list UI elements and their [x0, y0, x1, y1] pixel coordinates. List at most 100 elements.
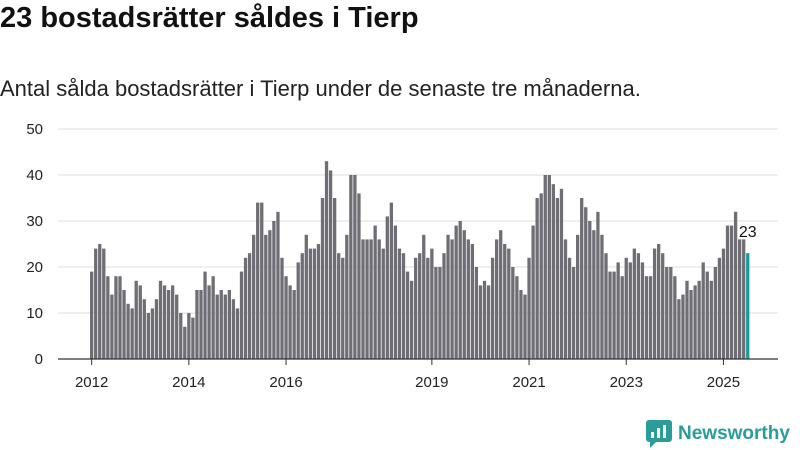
bar: [600, 234, 604, 359]
bar: [567, 257, 572, 359]
bar: [381, 248, 385, 359]
bar: [130, 308, 134, 359]
bar: [503, 244, 507, 359]
bar: [401, 253, 406, 359]
bar: [235, 308, 240, 359]
brand-name: Newsworthy: [678, 423, 790, 444]
x-tick-label: 2023: [610, 374, 643, 391]
bar: [389, 202, 393, 359]
bar: [462, 230, 466, 359]
x-tick-label: 2025: [707, 374, 740, 391]
bar: [507, 248, 511, 359]
bar: [94, 248, 98, 359]
brand-logo: Newsworthy: [646, 420, 790, 448]
bar: [349, 175, 353, 359]
bar: [681, 294, 685, 359]
bar: [312, 248, 317, 359]
bar: [499, 230, 503, 359]
bar: [292, 290, 296, 359]
bar: [369, 239, 373, 359]
bar: [316, 244, 321, 359]
bar: [685, 280, 689, 359]
bar: [551, 184, 555, 359]
x-tick-label: 2014: [172, 374, 205, 391]
bar: [252, 234, 256, 359]
bar: [373, 225, 377, 359]
bar: [644, 276, 649, 359]
bar: [478, 285, 483, 359]
bar: [608, 271, 612, 359]
bar: [596, 211, 600, 359]
bar: [418, 253, 422, 359]
bar: [414, 257, 418, 359]
bar: [442, 253, 446, 359]
bar: [580, 198, 584, 359]
bar: [661, 253, 665, 359]
bar: [162, 285, 167, 359]
bar: [90, 271, 94, 359]
bar: [203, 271, 207, 359]
bar: [689, 290, 693, 359]
bar: [628, 262, 632, 359]
bar: [276, 211, 280, 359]
bar: [227, 290, 231, 359]
bar: [337, 253, 341, 359]
bar: [490, 257, 495, 359]
bar: [652, 248, 657, 359]
bar: [385, 216, 389, 359]
bar: [304, 234, 308, 359]
y-tick-label: 30: [26, 213, 43, 230]
bar: [519, 290, 523, 359]
bar: [648, 276, 653, 359]
y-tick-label: 20: [26, 259, 43, 276]
bar: [535, 198, 539, 359]
bar: [571, 267, 576, 359]
bar: [434, 267, 438, 359]
bar: [746, 253, 750, 359]
bar: [523, 294, 527, 359]
bar: [320, 198, 325, 359]
bar: [264, 234, 268, 359]
bar: [563, 239, 568, 359]
bar: [584, 207, 588, 359]
bar: [284, 276, 288, 359]
bar: [142, 299, 146, 359]
bar: [146, 313, 150, 359]
y-tick-label: 40: [26, 167, 43, 184]
bar: [191, 317, 195, 359]
bar: [729, 225, 734, 359]
bar: [486, 285, 491, 359]
bar: [426, 257, 430, 359]
bar: [717, 257, 722, 359]
bar: [134, 280, 138, 359]
bar: [353, 175, 357, 359]
bar: [260, 202, 264, 359]
bar: [296, 262, 300, 359]
x-tick-label: 2012: [75, 374, 108, 391]
bar: [640, 262, 645, 359]
bar: [576, 234, 580, 359]
x-tick-label: 2021: [512, 374, 545, 391]
bar: [272, 221, 276, 359]
bar: [438, 267, 442, 359]
bar: [183, 326, 187, 359]
bar: [721, 248, 726, 359]
bar: [365, 239, 369, 359]
bar: [207, 285, 211, 359]
bar: [231, 299, 236, 359]
bar-chart: 0 10 20 30 40 50 2012 2014 2016 2019 2021 2023 2025 2…: [26, 121, 778, 391]
bar: [547, 175, 551, 359]
bar: [657, 244, 661, 359]
bar: [713, 267, 717, 359]
y-tick-label: 10: [26, 305, 43, 322]
bar: [300, 253, 304, 359]
bar: [166, 290, 171, 359]
bar: [341, 257, 345, 359]
bar: [669, 267, 673, 359]
bar: [458, 221, 462, 359]
bar: [114, 276, 118, 359]
bar: [377, 239, 381, 359]
bar: [511, 267, 515, 359]
bar: [515, 276, 519, 359]
bar: [539, 193, 543, 359]
